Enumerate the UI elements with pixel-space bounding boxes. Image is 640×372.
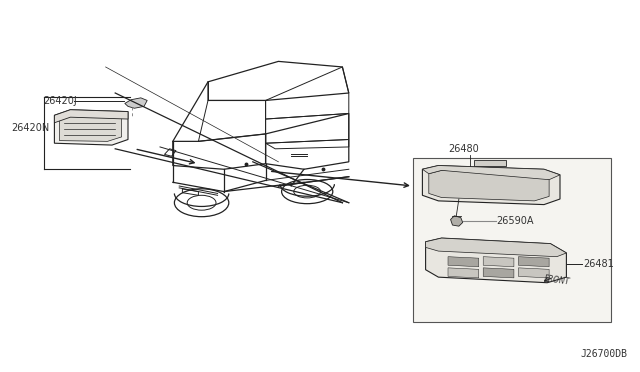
Polygon shape <box>518 268 549 278</box>
Polygon shape <box>448 268 479 278</box>
Text: 26480: 26480 <box>448 144 479 154</box>
Text: 26590A: 26590A <box>497 217 534 226</box>
Polygon shape <box>422 166 560 180</box>
Polygon shape <box>54 110 128 145</box>
Text: 26420N: 26420N <box>12 124 50 133</box>
Polygon shape <box>451 216 463 226</box>
Polygon shape <box>426 238 566 283</box>
Text: FRONT: FRONT <box>544 274 571 287</box>
Polygon shape <box>518 257 549 267</box>
Text: 26420J: 26420J <box>44 96 77 106</box>
Polygon shape <box>422 166 560 205</box>
Polygon shape <box>54 110 128 123</box>
Polygon shape <box>483 257 514 267</box>
Text: 26481: 26481 <box>584 259 614 269</box>
Polygon shape <box>60 113 122 141</box>
Polygon shape <box>426 238 566 257</box>
Polygon shape <box>474 160 506 166</box>
Polygon shape <box>448 257 479 267</box>
Bar <box>413 158 611 322</box>
Polygon shape <box>483 268 514 278</box>
Polygon shape <box>125 98 147 108</box>
Polygon shape <box>429 170 549 201</box>
Text: J26700DB: J26700DB <box>580 349 627 359</box>
